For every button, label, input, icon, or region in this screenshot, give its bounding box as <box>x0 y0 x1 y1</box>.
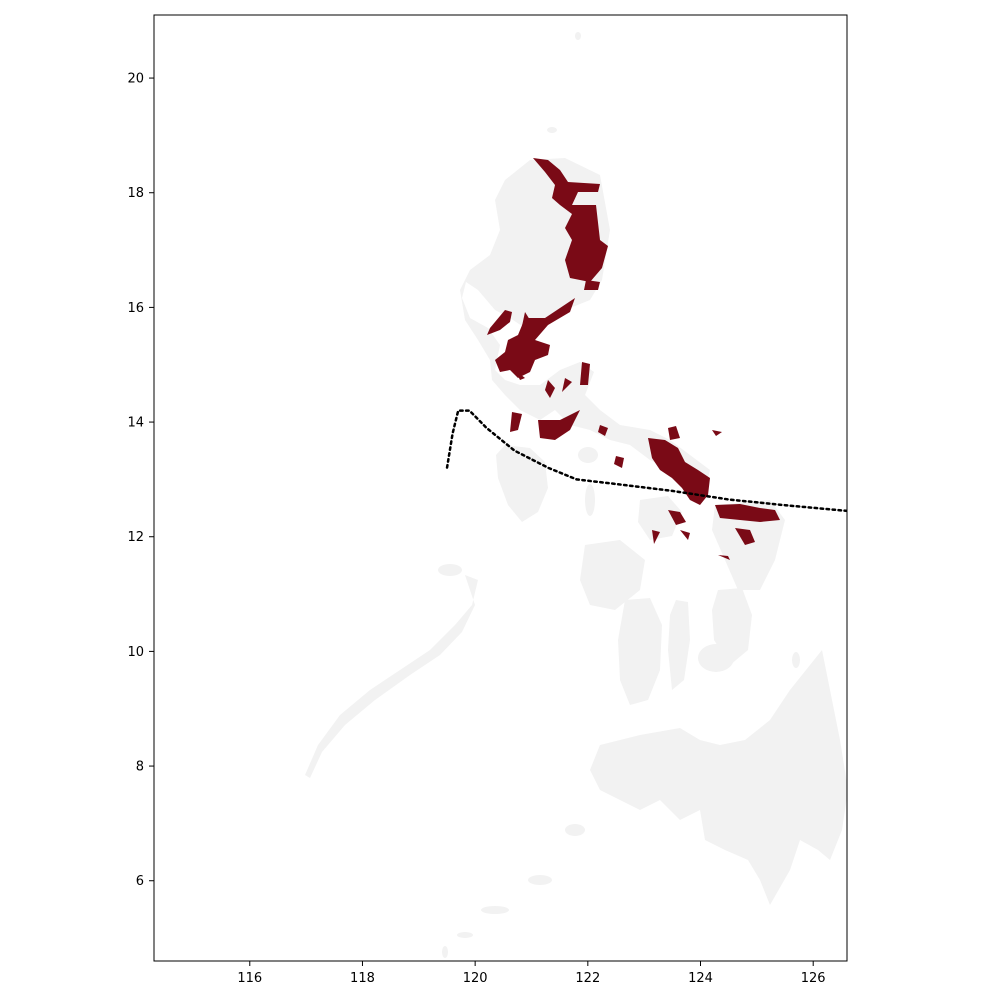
storm-track <box>445 409 847 513</box>
land-panay <box>580 540 645 610</box>
region-laguna-quezon <box>538 410 580 440</box>
land-mindoro <box>496 445 548 522</box>
region-aurora <box>580 362 590 385</box>
region-central-luzon <box>487 310 512 335</box>
land-tablas <box>585 484 595 516</box>
region-cagayan-south <box>584 280 600 290</box>
land-palawan <box>305 575 478 778</box>
x-tick-label: 116 <box>237 971 262 986</box>
region-bataan <box>515 370 525 380</box>
region-central-luzon-core <box>495 298 575 378</box>
highlight-layer <box>487 158 780 560</box>
y-axis: 6 8 10 12 14 16 18 20 <box>127 72 154 889</box>
region-biliran <box>718 555 730 560</box>
region-central-luzon-east <box>522 312 530 326</box>
y-tick-label: 10 <box>127 645 144 660</box>
x-tick-label: 120 <box>463 971 488 986</box>
region-sibuyan <box>652 530 660 544</box>
land-masbate <box>638 496 682 540</box>
land-northern-luzon <box>460 158 710 490</box>
x-tick-label: 124 <box>688 971 713 986</box>
land-cebu <box>668 600 690 690</box>
y-tick-label: 12 <box>127 530 144 545</box>
y-tick-label: 16 <box>127 301 144 316</box>
region-bicol-north <box>668 426 680 440</box>
y-tick-label: 6 <box>136 874 144 889</box>
x-tick-label: 118 <box>350 971 375 986</box>
land-layer <box>305 32 847 958</box>
y-tick-label: 18 <box>127 186 144 201</box>
land-south-tip <box>442 946 448 958</box>
region-masbate-south <box>680 530 690 540</box>
region-camarines-small <box>614 456 624 468</box>
y-tick-label: 14 <box>127 416 144 431</box>
region-northern-samar <box>715 504 780 522</box>
land-marinduque <box>578 447 598 463</box>
region-catanduanes <box>712 430 722 436</box>
y-tick-label: 20 <box>127 72 144 87</box>
x-tick-label: 126 <box>801 971 826 986</box>
region-rizal <box>562 378 572 392</box>
region-quezon-east <box>598 425 608 436</box>
land-samar <box>712 500 785 590</box>
region-batangas <box>510 412 522 432</box>
land-jolo <box>528 875 552 885</box>
region-bicol <box>648 438 710 505</box>
land-basilan <box>565 824 585 836</box>
land-busuanga <box>438 564 462 576</box>
land-babuyan <box>547 127 557 133</box>
region-samar-west <box>735 528 755 545</box>
y-tick-label: 8 <box>136 760 144 775</box>
land-sibutu <box>457 932 473 938</box>
x-axis: 116 118 120 122 124 126 <box>237 961 826 986</box>
land-bohol <box>698 644 734 672</box>
land-batanes <box>575 32 581 40</box>
x-tick-label: 122 <box>575 971 600 986</box>
land-siargao <box>792 652 800 668</box>
land-tawitawi <box>481 906 509 914</box>
region-masbate-west <box>668 510 686 525</box>
region-cagayan-valley <box>533 158 608 282</box>
land-negros <box>618 598 662 705</box>
axes-frame <box>153 14 848 962</box>
land-mindanao <box>590 650 847 905</box>
region-cavite <box>545 380 555 398</box>
